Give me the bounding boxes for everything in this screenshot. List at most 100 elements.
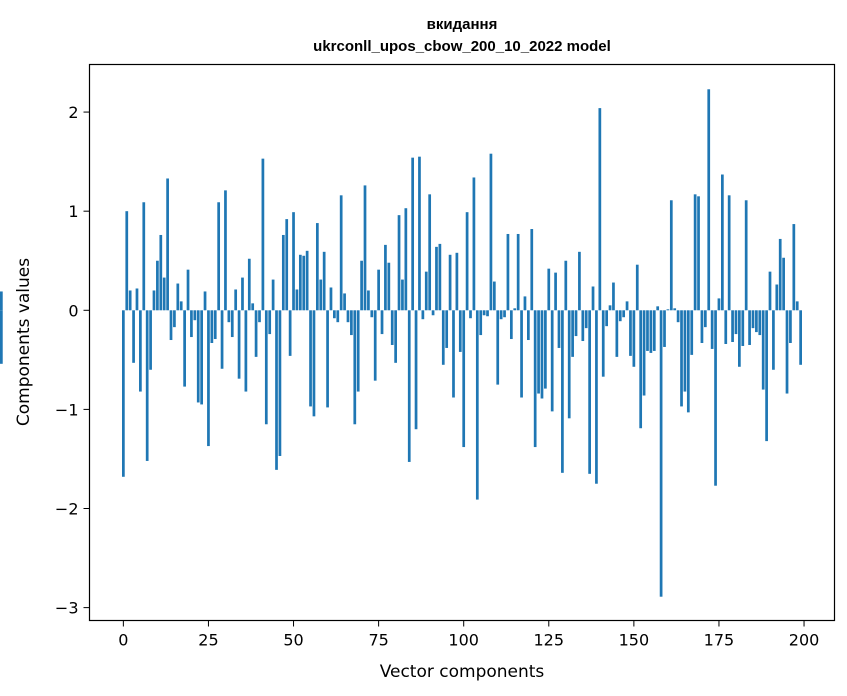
bar [724, 310, 728, 344]
bar [139, 310, 142, 392]
bar [714, 310, 717, 486]
bar [309, 310, 312, 407]
bar [322, 251, 326, 311]
bar [755, 310, 758, 333]
bar [561, 310, 564, 473]
bar [649, 310, 653, 353]
x-tick-label: 150 [619, 631, 650, 650]
bar [544, 310, 547, 389]
bar [207, 310, 210, 447]
bar [550, 310, 554, 412]
bar [554, 272, 557, 311]
bar [506, 233, 510, 311]
bar [581, 310, 585, 342]
y-axis-label: Components values [14, 258, 34, 426]
bar [258, 310, 261, 323]
y-tick-label: 2 [68, 103, 78, 122]
bar [458, 310, 462, 352]
bar [673, 308, 677, 311]
bar [156, 260, 159, 311]
bar [741, 310, 745, 346]
bar [646, 310, 649, 351]
bar [411, 157, 415, 311]
bar [295, 289, 299, 311]
bar [778, 238, 782, 311]
bar [489, 153, 493, 311]
bar [503, 310, 506, 318]
bar [384, 244, 387, 311]
bar [363, 185, 367, 311]
bar [775, 284, 779, 311]
bar [785, 310, 789, 394]
bar [799, 310, 802, 365]
bar [479, 310, 483, 336]
bar [186, 269, 190, 311]
bar [700, 310, 704, 343]
bar [135, 288, 139, 311]
bar [669, 200, 673, 311]
bar [547, 268, 551, 311]
bar [373, 310, 377, 381]
bar [125, 211, 129, 311]
bar [203, 291, 207, 311]
bar [680, 310, 683, 407]
bar [285, 219, 289, 311]
bar [346, 310, 350, 323]
bar [438, 243, 442, 311]
bar [703, 310, 707, 328]
bar [149, 310, 152, 370]
bar [591, 286, 595, 311]
bar [540, 310, 544, 399]
bar [537, 310, 540, 394]
bar [516, 233, 520, 311]
bar [663, 310, 666, 347]
bar [213, 310, 217, 340]
bar [431, 310, 435, 316]
bar [475, 310, 479, 500]
x-tick-label: 175 [704, 631, 735, 650]
x-tick-label: 25 [198, 631, 218, 650]
bar [169, 310, 173, 341]
bar [275, 310, 278, 470]
bar [404, 208, 408, 311]
bars-group [0, 89, 802, 597]
chart-subtitle: ukrconll_upos_cbow_200_10_2022 model [313, 38, 611, 55]
bar [499, 310, 503, 320]
bar [367, 290, 370, 311]
bar [509, 310, 513, 340]
bar [615, 310, 619, 357]
bar [234, 289, 238, 311]
bar [421, 310, 425, 320]
bar [455, 252, 459, 311]
bar [319, 279, 323, 311]
bar [251, 303, 255, 311]
bar [795, 301, 799, 311]
chart-title: вкидання [427, 16, 498, 33]
bar [533, 310, 537, 448]
bar [329, 287, 333, 311]
bar [761, 310, 765, 390]
bar [598, 108, 602, 311]
bar [618, 310, 622, 322]
x-tick-label: 0 [118, 631, 128, 650]
bar [179, 301, 183, 311]
bar [567, 310, 571, 419]
x-tick-label: 100 [448, 631, 479, 650]
bar [418, 156, 421, 311]
bar [193, 310, 197, 321]
bar [333, 310, 336, 319]
x-axis-label: Vector components [380, 662, 545, 682]
bar [424, 271, 428, 311]
bar [326, 310, 329, 408]
bar [360, 260, 363, 311]
bar [128, 290, 132, 311]
bar [315, 223, 319, 311]
bar [353, 310, 357, 425]
bar [686, 310, 690, 413]
bar [605, 310, 608, 327]
bar [635, 264, 639, 311]
bar [676, 310, 680, 323]
y-axis-ticks: −3 −2 −1 0 1 2 [55, 103, 90, 618]
bar [697, 196, 700, 311]
bar [435, 246, 438, 311]
